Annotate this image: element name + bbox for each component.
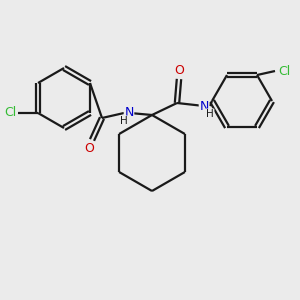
Text: Cl: Cl: [278, 64, 290, 77]
Text: N: N: [124, 106, 134, 119]
Text: H: H: [206, 109, 214, 119]
Text: O: O: [174, 64, 184, 77]
Text: H: H: [120, 116, 128, 126]
Text: O: O: [84, 142, 94, 154]
Text: Cl: Cl: [4, 106, 16, 119]
Text: N: N: [199, 100, 209, 112]
